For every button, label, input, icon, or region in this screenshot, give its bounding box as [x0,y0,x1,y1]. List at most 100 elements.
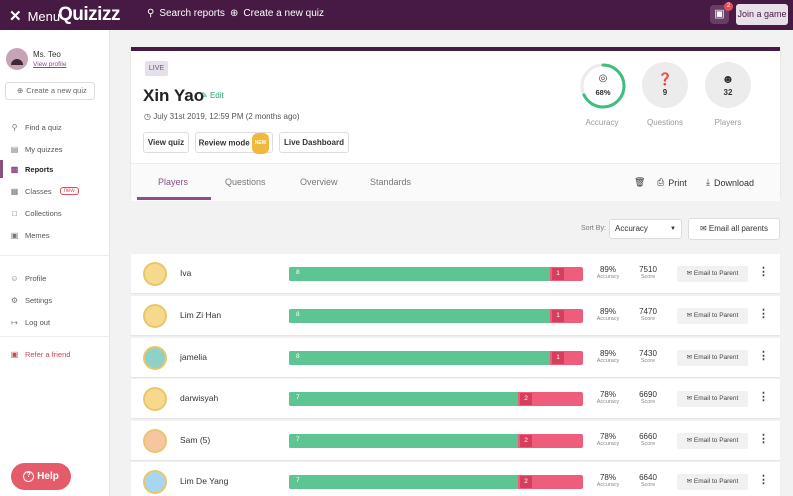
accuracy-caption: Accuracy [596,399,620,405]
email-parent-button[interactable]: ✉ Email to Parent [677,433,748,449]
sidebar-item-settings[interactable]: ⚙ Settings [10,295,53,305]
correct-count: 8 [296,311,300,318]
accuracy-caption: Accuracy [596,482,620,488]
sidebar-item-collections[interactable]: □ Collections [10,206,62,220]
tab-overview[interactable]: Overview [300,177,338,187]
target-icon: ◎ [599,73,608,84]
email-parent-button[interactable]: ✉ Email to Parent [677,350,748,366]
sidebar-item-logout[interactable]: ↦ Log out [11,317,51,327]
plus-circle-icon: ⊕ [230,8,239,19]
avatar[interactable] [6,48,28,70]
more-options-icon[interactable]: ⋮ [758,474,769,486]
status-badge: LIVE [145,61,168,76]
email-all-parents-button[interactable]: ✉ Email all parents [688,218,780,240]
accuracy-value: 89% [599,307,616,316]
more-options-icon[interactable]: ⋮ [758,433,769,445]
more-options-icon[interactable]: ⋮ [758,391,769,403]
tab-standards[interactable]: Standards [370,177,412,187]
sidebar-item-find-quiz[interactable]: ⚲ Find a quiz [11,122,62,132]
correct-count: 8 [296,269,300,276]
correct-fill [289,267,550,281]
tab-questions[interactable]: Questions [225,177,266,187]
accuracy-caption: Accuracy [596,316,620,322]
download-button[interactable]: ⤓ Download [706,177,755,188]
search-reports-link[interactable]: ⚲ Search reports [147,8,225,19]
quizizz-logo[interactable]: Quizizz [58,4,120,25]
sidebar-item-refer[interactable]: ▣ Refer a friend [10,349,71,359]
accuracy-caption: Accuracy [596,441,620,447]
correct-count: 7 [296,394,300,401]
sort-dropdown[interactable]: Accuracy ▼ [609,219,682,239]
help-button[interactable]: ? Help [11,463,71,490]
close-icon: ✕ [9,8,22,25]
edit-link[interactable]: ✎ Edit [201,91,224,100]
table-row[interactable]: Lim Zi Han 8 1 89% Accuracy 7470 Score ✉ Email … [131,296,780,335]
folder-icon: □ [12,208,17,218]
players-value: 32 [723,88,733,97]
accuracy-value: 78% [599,390,616,399]
avatar [143,304,167,328]
sidebar-item-memes[interactable]: ▣ Memes [10,230,50,240]
new-tag: new [59,187,79,195]
player-name: Lim Zi Han [180,310,222,320]
score-value: 6640 [639,473,657,482]
score-metric: 7510 Score [628,265,668,280]
players-icon: ☻ [721,72,735,86]
review-mode-button[interactable]: Review mode NEW [195,132,273,154]
player-name: Iva [180,268,192,278]
questions-value: 9 [662,88,668,97]
correct-fill [289,351,550,365]
view-quiz-button[interactable]: View quiz [143,132,189,153]
sidebar-item-reports[interactable]: ▩ Reports [10,164,54,174]
live-dashboard-button[interactable]: Live Dashboard [279,132,349,153]
table-row[interactable]: Lim De Yang 7 2 78% Accuracy 6640 Score ✉ Email… [131,462,780,496]
more-options-icon[interactable]: ⋮ [758,266,769,278]
create-quiz-button[interactable]: ⊕ Create a new quiz [5,82,95,100]
email-parent-button[interactable]: ✉ Email to Parent [677,266,748,282]
menu-button[interactable]: ✕ Menu [9,7,60,25]
sidebar-item-profile[interactable]: ☺ Profile [10,273,47,283]
sidebar-divider [0,336,110,337]
join-game-button[interactable]: Join a game [736,4,788,25]
accuracy-caption: Accuracy [596,358,620,364]
more-options-icon[interactable]: ⋮ [758,308,769,320]
sidebar-item-my-quizzes[interactable]: ▤ My quizzes [10,144,63,154]
table-row[interactable]: Sam (5) 7 2 78% Accuracy 6660 Score ✉ Email to … [131,421,780,460]
new-badge: NEW [251,133,270,154]
sidebar-item-classes[interactable]: ▦ Classes new [10,184,79,198]
active-tab-indicator [137,197,211,200]
mail-icon: ✉ [686,478,693,485]
table-row[interactable]: Iva 8 1 89% Accuracy 7510 Score ✉ Email to Pare… [131,254,780,293]
players-stat: ☻ 32 [705,62,751,108]
top-bar: ✕ Menu Quizizz ⚲ Search reports ⊕ Create… [0,0,793,30]
view-profile-link[interactable]: View profile [33,61,67,68]
create-quiz-link[interactable]: ⊕ Create a new quiz [230,8,324,19]
mail-icon: ✉ [686,270,693,277]
player-name: Sam (5) [180,435,211,445]
table-row[interactable]: darwisyah 7 2 78% Accuracy 6690 Score ✉ Email t… [131,379,780,418]
accuracy-value: 78% [599,432,616,441]
mail-icon: ✉ [699,224,707,233]
tab-players[interactable]: Players [158,177,189,187]
email-parent-button[interactable]: ✉ Email to Parent [677,391,748,407]
gift-button[interactable]: ▣ 2 [710,2,733,24]
email-parent-button[interactable]: ✉ Email to Parent [677,474,748,490]
more-options-icon[interactable]: ⋮ [758,350,769,362]
accuracy-label: Accuracy [585,118,619,127]
print-button[interactable]: ⎙ Print [657,177,687,188]
email-parent-button[interactable]: ✉ Email to Parent [677,308,748,324]
correct-count: 7 [296,436,300,443]
correct-fill [289,475,518,489]
mail-icon: ✉ [686,312,693,319]
delete-button[interactable]: 🗑 [634,177,645,188]
accuracy-ring: ◎ 68% [580,63,626,109]
correct-count: 8 [296,353,300,360]
table-row[interactable]: jamelia 8 1 89% Accuracy 7430 Score ✉ Email to … [131,338,780,377]
incorrect-count: 2 [520,393,532,405]
